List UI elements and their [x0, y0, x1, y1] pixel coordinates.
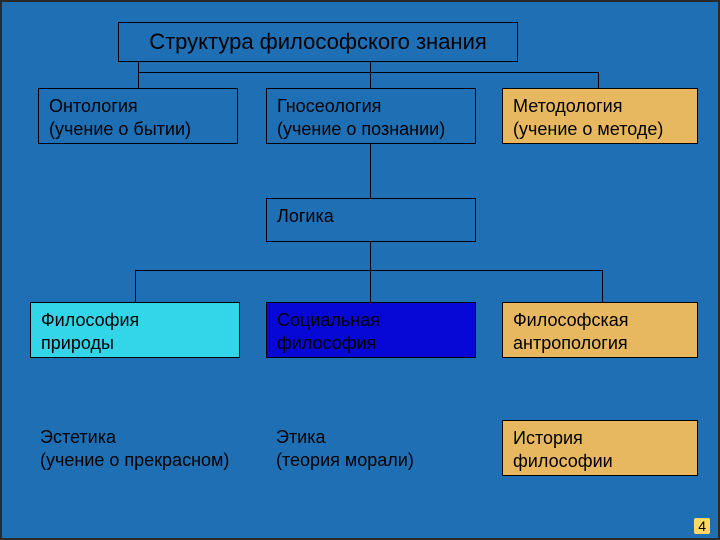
logic-line1: Логика	[277, 206, 334, 226]
anthropology-box: Философская антропология	[502, 302, 698, 358]
connector	[370, 242, 371, 302]
gnoseology-line2: (учение о познании)	[277, 119, 445, 139]
methodology-line1: Методология	[513, 96, 622, 116]
connector	[135, 270, 603, 271]
history-line1: История	[513, 428, 583, 448]
methodology-box: Методология (учение о методе)	[502, 88, 698, 144]
connector	[602, 270, 603, 302]
social-line2: философия	[277, 333, 376, 353]
ontology-line2: (учение о бытии)	[49, 119, 191, 139]
slide: Структура философского знания Онтология …	[0, 0, 720, 540]
connector	[370, 62, 371, 88]
anthropology-line1: Философская	[513, 310, 629, 330]
ethics-line2: (теория морали)	[276, 450, 414, 470]
anthropology-line2: антропология	[513, 333, 628, 353]
social-line1: Социальная	[277, 310, 380, 330]
slide-number: 4	[694, 518, 710, 534]
connector	[135, 270, 136, 302]
aesthetics-line2: (учение о прекрасном)	[40, 450, 229, 470]
aesthetics-line1: Эстетика	[40, 427, 116, 447]
title-box: Структура философского знания	[118, 22, 518, 62]
ontology-box: Онтология (учение о бытии)	[38, 88, 238, 144]
nature-line1: Философия	[41, 310, 139, 330]
ontology-line1: Онтология	[49, 96, 138, 116]
connector	[598, 72, 599, 88]
connector	[138, 62, 139, 88]
nature-line2: природы	[41, 333, 114, 353]
logic-box: Логика	[266, 198, 476, 242]
title-text: Структура философского знания	[149, 28, 487, 56]
methodology-line2: (учение о методе)	[513, 119, 663, 139]
social-box: Социальная философия	[266, 302, 476, 358]
history-box: История философии	[502, 420, 698, 476]
connector	[138, 72, 598, 73]
gnoseology-box: Гносеология (учение о познании)	[266, 88, 476, 144]
nature-box: Философия природы	[30, 302, 240, 358]
gnoseology-line1: Гносеология	[277, 96, 381, 116]
ethics-line1: Этика	[276, 427, 326, 447]
history-line2: философии	[513, 451, 613, 471]
aesthetics-box: Эстетика (учение о прекрасном)	[30, 420, 260, 476]
connector	[370, 144, 371, 198]
ethics-box: Этика (теория морали)	[266, 420, 476, 476]
